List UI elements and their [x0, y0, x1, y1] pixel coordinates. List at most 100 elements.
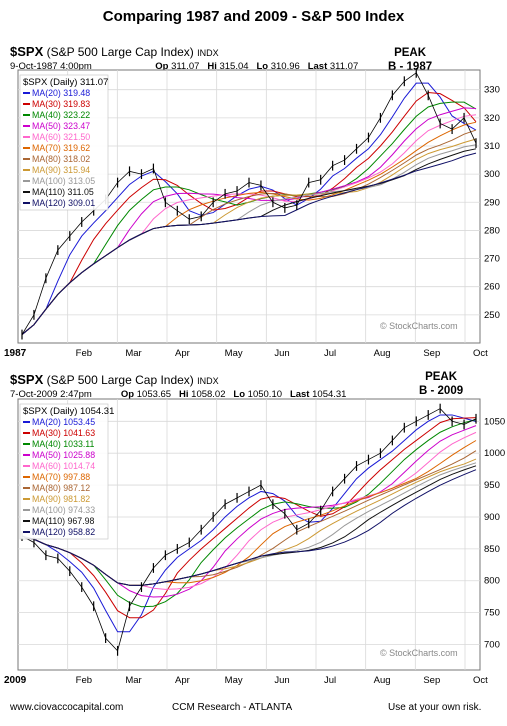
chart2-legend-ma-7: MA(90) 981.82: [32, 494, 90, 504]
chart2-high-label: Hi: [179, 389, 189, 400]
chart2-symbol: $SPX: [10, 372, 44, 387]
chart1-symbol: $SPX: [10, 44, 44, 59]
chart1-xtick-8: Sep: [423, 348, 440, 359]
chart2-open: 1053.65: [136, 389, 172, 400]
chart1-xtick-5: Jun: [274, 348, 289, 359]
chart1-exchange: INDX: [197, 48, 219, 58]
chart2-ytick-7: 1050: [484, 416, 505, 427]
chart1-xtick-2: Mar: [125, 348, 141, 359]
chart2-xtick-4: May: [225, 675, 243, 686]
chart1-legend-ma-5: MA(70) 319.62: [32, 143, 90, 153]
chart2-xtick-6: Jul: [324, 675, 336, 686]
chart2-legend-ma-3: MA(50) 1025.88: [32, 450, 95, 460]
chart2-ytick-4: 900: [484, 512, 500, 523]
chart2-legend-ma-0: MA(20) 1053.45: [32, 417, 95, 427]
chart2-peak-b-line2: B - 2009: [419, 385, 464, 397]
chart2-xtick-0: 2009: [4, 675, 27, 686]
chart2-ytick-0: 700: [484, 639, 500, 650]
chart1-legend-ma-6: MA(80) 318.02: [32, 154, 90, 164]
chart2-ma-line-1: [21, 417, 477, 619]
chart1-ma-line-0: [21, 82, 477, 335]
chart2-price-line: [21, 408, 477, 652]
chart2-header: $SPX (S&P 500 Large Cap Index) INDX: [10, 372, 219, 387]
chart1-xtick-4: May: [225, 348, 243, 359]
chart2-low: 1050.10: [247, 389, 283, 400]
chart2-legend-ma-1: MA(30) 1041.63: [32, 428, 95, 438]
chart2-last-label: Last: [289, 389, 310, 400]
chart1-ytick-6: 310: [484, 141, 500, 152]
chart1-legend-ma-7: MA(90) 315.94: [32, 165, 90, 175]
chart1-legend-ma-1: MA(30) 319.83: [32, 99, 90, 109]
chart2-legend-ma-9: MA(110) 967.98: [32, 516, 95, 526]
footer-left[interactable]: www.ciovaccocapital.com: [10, 702, 124, 713]
chart2-legend-ma-6: MA(80) 987.12: [32, 483, 90, 493]
chart1-ytick-0: 250: [484, 310, 500, 321]
chart2-date: 7-Oct-2009 2:47pm: [10, 389, 92, 400]
chart2-last: 1054.31: [312, 389, 347, 400]
chart2-legend-ma-5: MA(70) 997.88: [32, 472, 90, 482]
chart2-xtick-3: Apr: [175, 675, 190, 686]
chart2-legend-box: [19, 403, 109, 540]
chart1-legend-ma-3: MA(50) 323.47: [32, 121, 90, 131]
chart1-ytick-5: 300: [484, 169, 500, 180]
chart1-legend-ma-9: MA(110) 311.05: [32, 187, 94, 197]
chart2-low-label: Lo: [233, 389, 246, 400]
chart2-symbol-desc: (S&P 500 Large Cap Index): [46, 373, 194, 387]
chart1-ma-line-10: [21, 152, 477, 335]
chart2-ytick-5: 950: [484, 480, 500, 491]
chart2-peak-b-line1: PEAK: [425, 371, 458, 383]
chart1-ma-line-1: [21, 92, 477, 335]
chart2-xtick-9: Oct: [473, 675, 488, 686]
chart1-ytick-7: 320: [484, 113, 500, 124]
chart2-exchange: INDX: [197, 376, 219, 386]
footer-right: Use at your own risk.: [388, 702, 482, 713]
chart1-date: 9-Oct-1987 4:00pm: [10, 61, 92, 72]
chart2-xtick-5: Jun: [274, 675, 289, 686]
chart1-peak-b-line1: PEAK: [394, 47, 427, 59]
chart1-last: 311.07: [329, 61, 359, 72]
chart2-legend-price: $SPX (Daily) 1054.31: [23, 406, 114, 417]
chart1-ytick-1: 260: [484, 282, 500, 293]
chart1-xtick-3: Apr: [175, 348, 190, 359]
chart2-high: 1058.02: [191, 389, 226, 400]
chart1-ytick-3: 280: [484, 225, 500, 236]
chart2-watermark: © StockCharts.com: [380, 648, 458, 658]
chart1-legend-ma-2: MA(40) 323.22: [32, 110, 90, 120]
chart2-ytick-3: 850: [484, 544, 500, 555]
chart1-xtick-9: Oct: [473, 348, 488, 359]
chart1-watermark: © StockCharts.com: [380, 321, 458, 331]
chart2-ma-line-2: [21, 419, 477, 608]
chart1-legend-ma-8: MA(100) 313.05: [32, 176, 95, 186]
chart1-legend-ma-10: MA(120) 309.01: [32, 198, 95, 208]
chart2-legend-ma-4: MA(60) 1014.74: [32, 461, 95, 471]
chart1-xtick-7: Aug: [374, 348, 391, 359]
chart1-ytick-8: 330: [484, 85, 500, 96]
chart1-symbol-desc: (S&P 500 Large Cap Index): [46, 45, 194, 59]
chart2-ytick-6: 1000: [484, 448, 505, 459]
page-title: Comparing 1987 and 2009 - S&P 500 Index: [102, 8, 405, 25]
chart1-legend-ma-0: MA(20) 319.48: [32, 88, 90, 98]
chart2-legend-ma-10: MA(120) 958.82: [32, 527, 95, 537]
chart1-legend-box: [19, 74, 109, 211]
chart1-legend-price: $SPX (Daily) 311.07: [23, 77, 108, 88]
chart1-xtick-0: 1987: [4, 348, 27, 359]
chart2-peak-b-label: PEAK B - 2009: [419, 370, 463, 398]
chart1-low-label: Lo: [256, 61, 269, 72]
chart2-xtick-8: Sep: [423, 675, 440, 686]
chart1-header: $SPX (S&P 500 Large Cap Index) INDX: [10, 44, 219, 59]
chart1-ytick-4: 290: [484, 197, 500, 208]
chart2-ma-line-0: [21, 414, 477, 633]
chart1-open: 311.07: [171, 61, 200, 72]
chart1-low: 310.96: [270, 61, 300, 72]
chart1-quote-line: 9-Oct-1987 4:00pm Op 311.07 Hi 315.04 Lo…: [10, 61, 358, 72]
chart2-legend-ma-2: MA(40) 1033.11: [32, 439, 95, 449]
chart2-open-label: Op: [120, 389, 135, 400]
chart1-last-label: Last: [307, 61, 328, 72]
chart2-quote-line: 7-Oct-2009 2:47pm Op 1053.65 Hi 1058.02 …: [10, 389, 346, 400]
chart1-high: 315.04: [219, 61, 249, 72]
chart2-ytick-1: 750: [484, 608, 500, 619]
chart2-ma-line-10: [21, 469, 477, 586]
chart2-ytick-2: 800: [484, 576, 500, 587]
chart2-xtick-7: Aug: [374, 675, 391, 686]
